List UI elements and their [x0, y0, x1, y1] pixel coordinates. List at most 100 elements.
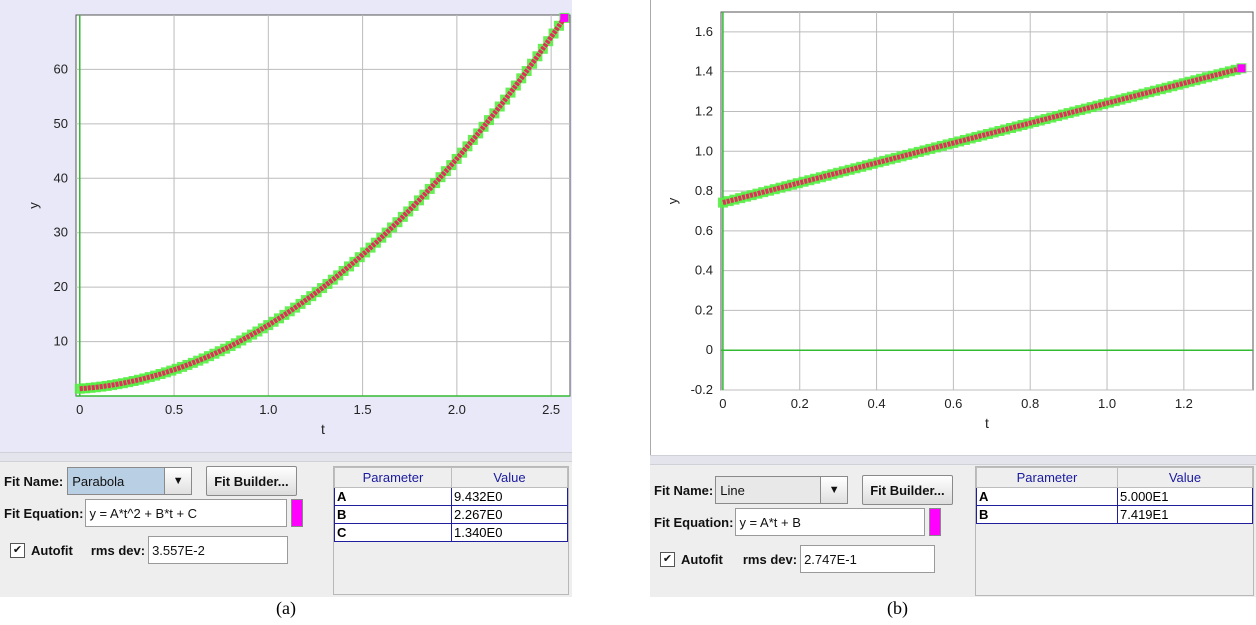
y-tick-label: 0.6 — [695, 223, 713, 238]
fit-name-dropdown[interactable]: Parabola ▼ — [67, 467, 193, 495]
fit-name-dropdown[interactable]: Line ▼ — [715, 476, 849, 504]
y-tick-label: 0.8 — [695, 183, 713, 198]
x-tick-label: 0 — [719, 396, 726, 411]
chevron-down-icon[interactable]: ▼ — [164, 468, 192, 494]
table-row[interactable]: A 5.000E1 — [976, 487, 1253, 506]
chart-b[interactable]: 0 0.2 0.4 0.6 0.8 1.0 1.2 -0.2 0 0.2 0.4 0.6 0.8 1.0 1… — [651, 0, 1255, 455]
rms-dev-field[interactable]: 2.747E-1 — [800, 545, 936, 573]
y-tick-label: 40 — [54, 170, 68, 185]
data-point — [483, 115, 494, 126]
y-tick-label: 30 — [54, 225, 68, 240]
data-point — [101, 380, 112, 391]
split-divider-b[interactable] — [650, 455, 1256, 465]
fit-equation-field[interactable]: y = A*t + B — [735, 508, 926, 536]
table-header-parameter[interactable]: Parameter — [334, 467, 452, 488]
data-point — [1034, 115, 1045, 126]
color-swatch[interactable] — [929, 508, 942, 536]
plot-area-b: 0 0.2 0.4 0.6 0.8 1.0 1.2 -0.2 0 0.2 0.4 0.6 0.8 1.0 1… — [650, 0, 1256, 455]
rms-dev-label: rms dev: — [742, 551, 798, 567]
table-header-value[interactable]: Value — [1117, 467, 1253, 488]
table-header-value[interactable]: Value — [451, 467, 568, 488]
autofit-checkbox[interactable]: ✔ — [660, 551, 675, 567]
data-point — [1057, 109, 1068, 120]
data-point — [821, 170, 832, 181]
data-point — [729, 194, 740, 205]
fit-builder-button[interactable]: Fit Builder... — [862, 475, 953, 505]
autofit-label: Autofit — [681, 551, 723, 567]
data-point — [133, 374, 144, 385]
data-point — [1000, 124, 1011, 135]
data-point — [977, 130, 988, 141]
data-point — [510, 80, 521, 91]
table-row[interactable]: A 9.432E0 — [334, 487, 568, 506]
param-value[interactable]: 2.267E0 — [451, 505, 568, 524]
x-axis-label: t — [321, 421, 325, 437]
data-point — [144, 372, 155, 383]
autofit-label: Autofit — [31, 542, 73, 558]
autofit-checkbox[interactable]: ✔ — [10, 542, 25, 558]
table-row[interactable]: B 7.419E1 — [976, 505, 1253, 524]
parameter-table-b[interactable]: Parameter Value A 5.000E1 B 7.419E1 — [976, 467, 1253, 524]
fit-name-label: Fit Name: — [654, 482, 714, 498]
data-point — [1224, 66, 1235, 77]
fit-curve — [722, 65, 1243, 206]
parameter-table-a[interactable]: Parameter Value A 9.432E0 B 2.267E0 C 1.… — [334, 467, 568, 542]
y-tick-label: 10 — [54, 334, 68, 349]
y-axis-label: y — [665, 197, 680, 204]
caption-b: (b) — [887, 598, 908, 618]
y-tick-label: 50 — [54, 116, 68, 131]
data-point — [775, 182, 786, 193]
fit-name-value: Parabola — [68, 468, 165, 494]
data-point — [965, 133, 976, 144]
chart-a[interactable]: 0 0.5 1.0 1.5 2.0 2.5 10 20 30 40 50 60 t y — [0, 0, 572, 452]
y-axis-label: y — [26, 202, 41, 209]
fit-equation-label: Fit Equation: — [654, 514, 734, 530]
data-point — [268, 316, 279, 327]
table-header-parameter[interactable]: Parameter — [976, 467, 1118, 488]
rms-dev-label: rms dev: — [90, 542, 146, 558]
table-row[interactable]: C 1.340E0 — [334, 523, 568, 542]
data-point — [1011, 121, 1022, 132]
fit-curve — [79, 16, 567, 392]
y-tick-label: 0.4 — [695, 263, 713, 278]
param-value[interactable]: 9.432E0 — [451, 487, 568, 506]
chevron-down-icon[interactable]: ▼ — [820, 477, 848, 503]
fit-name-label: Fit Name: — [4, 473, 64, 489]
fit-builder-button[interactable]: Fit Builder... — [206, 466, 297, 496]
x-tick-label: 0.4 — [868, 396, 886, 411]
plot-area-a: 0 0.5 1.0 1.5 2.0 2.5 10 20 30 40 50 60 t y — [0, 0, 572, 452]
y-tick-label: 0.2 — [695, 302, 713, 317]
fit-equation-field[interactable]: y = A*t^2 + B*t + C — [85, 499, 288, 527]
data-point — [1023, 118, 1034, 129]
y-tick-label: 1.6 — [695, 24, 713, 39]
fit-panel-a: 0 0.5 1.0 1.5 2.0 2.5 10 20 30 40 50 60 t y Fit Name:… — [0, 0, 572, 625]
fit-points — [722, 64, 1246, 206]
param-value[interactable]: 1.340E0 — [451, 523, 568, 542]
param-value[interactable]: 5.000E1 — [1117, 487, 1253, 506]
data-point — [209, 348, 220, 359]
fit-points — [79, 13, 569, 392]
fit-endpoint-marker — [1237, 64, 1246, 73]
data-point — [230, 338, 241, 349]
param-value[interactable]: 7.419E1 — [1117, 505, 1253, 524]
table-row[interactable]: B 2.267E0 — [334, 505, 568, 524]
y-tick-label: 1.2 — [695, 103, 713, 118]
plot-frame — [75, 14, 571, 397]
param-name: A — [976, 487, 1118, 506]
x-tick-label: 0.5 — [165, 402, 183, 417]
x-axis-label: t — [985, 415, 989, 431]
data-point — [764, 185, 775, 196]
data-point — [548, 28, 559, 39]
data-point — [381, 227, 392, 238]
data-point — [1080, 103, 1091, 114]
data-point — [241, 332, 252, 343]
x-tick-label: 0.2 — [791, 396, 809, 411]
rms-dev-field[interactable]: 3.557E-2 — [148, 536, 289, 564]
split-divider-a[interactable] — [0, 452, 572, 462]
color-swatch[interactable] — [291, 499, 304, 527]
data-point — [220, 343, 231, 354]
data-point — [1213, 69, 1224, 80]
parameter-table-area-b: Parameter Value A 5.000E1 B 7.419E1 — [975, 466, 1254, 596]
data-point — [1046, 112, 1057, 123]
param-name: B — [976, 505, 1118, 524]
